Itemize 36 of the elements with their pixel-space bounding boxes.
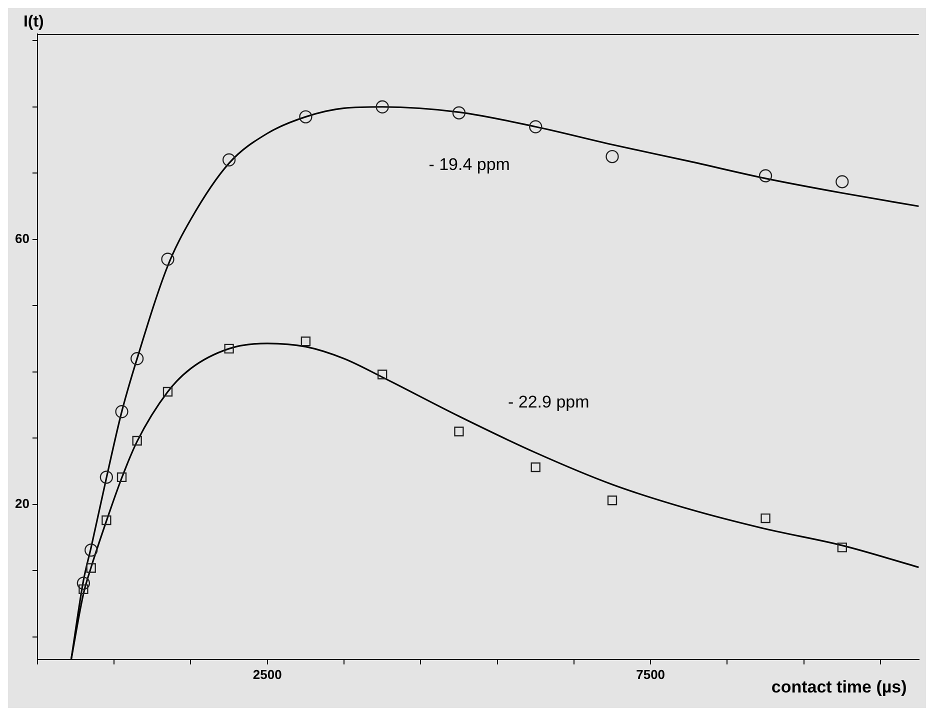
point [162, 386, 173, 397]
point [452, 106, 466, 120]
y-tick-label: 20 [14, 496, 30, 511]
point [607, 496, 618, 506]
point [78, 584, 88, 594]
point [530, 462, 540, 472]
point [222, 153, 236, 166]
annotation: - 22.9 ppm [508, 392, 590, 412]
point [116, 472, 127, 482]
point [100, 470, 114, 484]
point [837, 542, 848, 552]
point [836, 175, 849, 188]
point [115, 405, 128, 418]
x-tick-label: 7500 [636, 666, 666, 682]
point [102, 515, 112, 526]
point [300, 336, 311, 346]
y-axis-title: I(t) [23, 13, 44, 30]
point [376, 100, 389, 114]
point [299, 110, 312, 124]
point [454, 426, 464, 436]
point [130, 352, 144, 366]
point [224, 344, 234, 354]
x-tick-label: 2500 [252, 666, 282, 682]
point [606, 150, 619, 164]
point [84, 543, 98, 557]
point [758, 169, 772, 182]
point [132, 436, 142, 446]
y-tick-label: 60 [14, 230, 30, 246]
point [529, 120, 542, 134]
point [377, 370, 388, 380]
point [161, 252, 174, 266]
x-axis-title: contact time (µs) [771, 678, 907, 697]
point [76, 576, 90, 590]
point [760, 513, 770, 524]
annotation: - 19.4 ppm [428, 155, 510, 174]
point [86, 563, 96, 573]
